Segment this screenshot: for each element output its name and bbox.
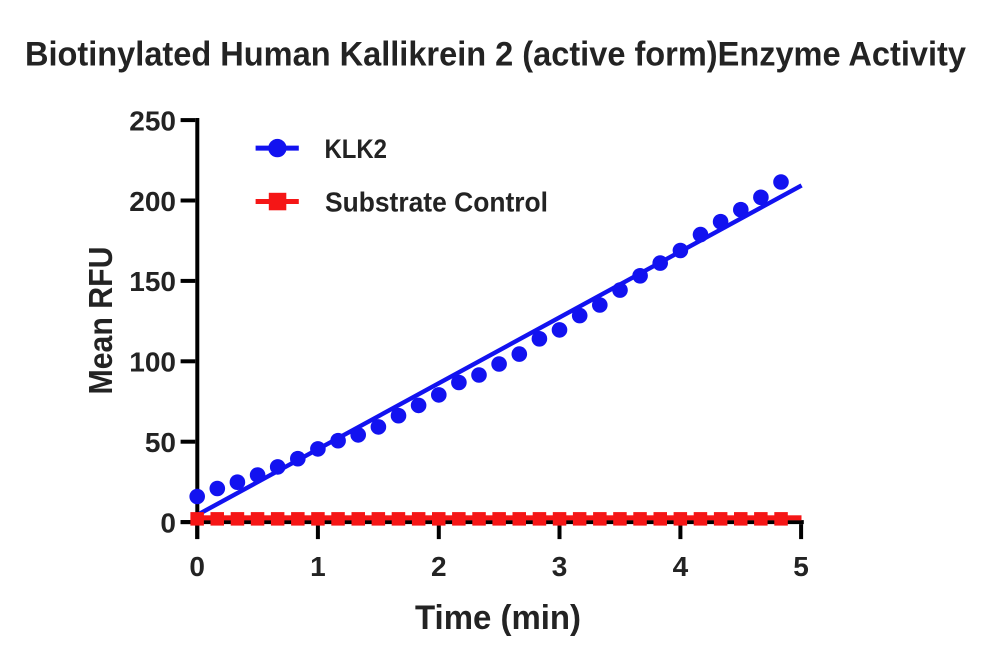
- svg-text:Mean RFU: Mean RFU: [82, 247, 119, 395]
- svg-text:250: 250: [129, 105, 176, 136]
- svg-text:50: 50: [145, 427, 176, 458]
- svg-text:Substrate Control: Substrate Control: [325, 187, 548, 218]
- svg-text:2: 2: [431, 551, 447, 582]
- svg-text:1: 1: [310, 551, 326, 582]
- svg-text:150: 150: [129, 266, 176, 297]
- svg-text:KLK2: KLK2: [325, 134, 388, 164]
- svg-text:5: 5: [793, 551, 809, 582]
- svg-text:Biotinylated Human Kallikrein: Biotinylated Human Kallikrein 2 (active …: [25, 35, 966, 73]
- svg-text:200: 200: [129, 186, 176, 217]
- svg-text:3: 3: [552, 551, 568, 582]
- svg-text:4: 4: [673, 551, 689, 582]
- svg-text:0: 0: [189, 551, 205, 582]
- svg-text:0: 0: [160, 507, 176, 538]
- svg-text:Time (min): Time (min): [415, 599, 581, 637]
- svg-text:100: 100: [129, 347, 176, 378]
